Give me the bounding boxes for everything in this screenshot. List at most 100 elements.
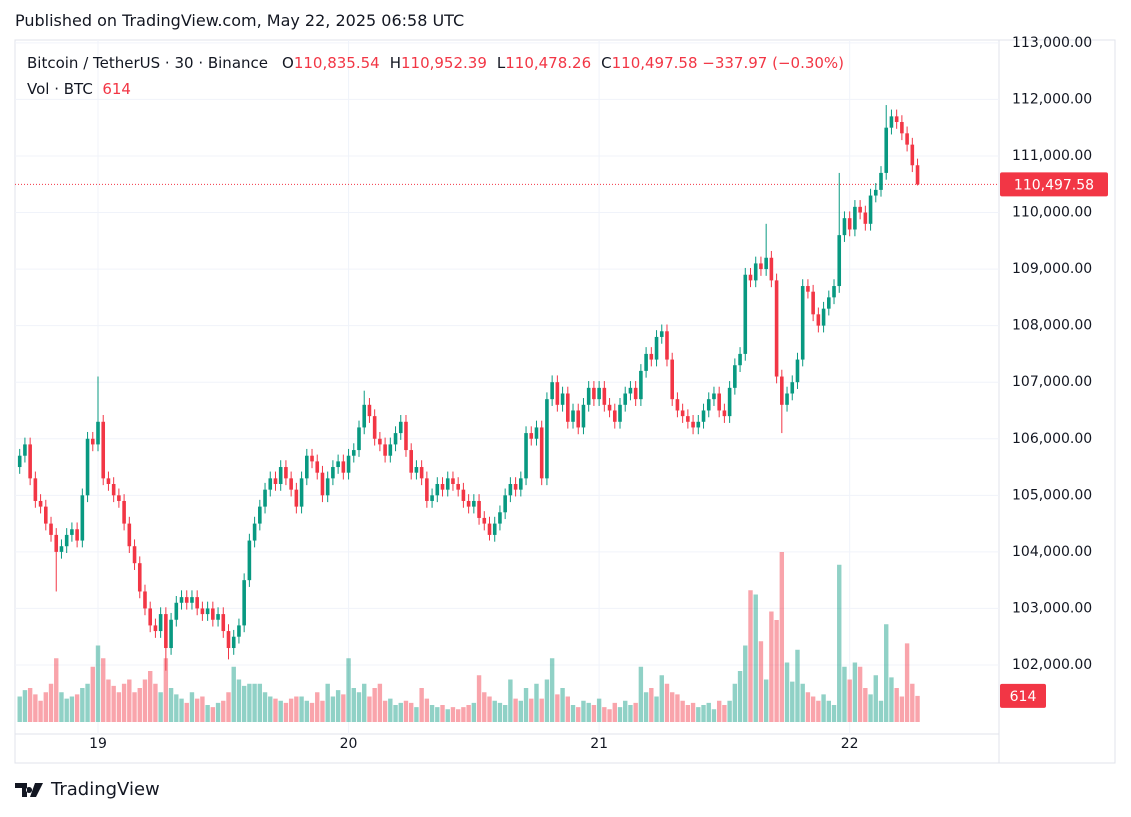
- volume-bar: [273, 698, 278, 722]
- candles: [17, 105, 920, 671]
- candle-body: [117, 495, 121, 501]
- volume-bar: [591, 705, 597, 722]
- volume-bar: [429, 705, 435, 722]
- volume-bar: [445, 709, 450, 722]
- volume-title: Vol · BTC: [27, 80, 93, 98]
- candle-body: [550, 382, 554, 400]
- candle-body: [795, 359, 800, 383]
- candle-body: [216, 614, 220, 620]
- candle-body: [612, 410, 617, 422]
- volume-bar: [210, 707, 216, 722]
- volume-bar: [262, 692, 268, 722]
- volume-bar: [664, 683, 670, 722]
- volume-bar: [116, 692, 122, 722]
- candle-body: [743, 274, 748, 354]
- volume-bar: [779, 552, 785, 722]
- candle-body: [44, 506, 48, 524]
- candle-body: [153, 625, 158, 632]
- volume-bar: [518, 700, 524, 722]
- volume-bar: [294, 696, 299, 722]
- volume-bar: [174, 694, 179, 722]
- candle-body: [430, 495, 434, 501]
- volume-bar: [727, 700, 732, 722]
- volume-bar: [570, 705, 576, 722]
- volume-bar: [43, 692, 48, 722]
- candle-body: [372, 416, 377, 439]
- volume-bar: [299, 696, 304, 722]
- candle-body: [524, 433, 528, 479]
- volume-bar: [163, 658, 169, 722]
- volume-bar: [596, 698, 602, 722]
- volume-bar: [784, 662, 790, 722]
- candle-body: [341, 461, 346, 473]
- volume-bar: [132, 692, 137, 722]
- y-tick-label: 111,000.00: [1012, 148, 1092, 164]
- y-tick-label: 103,000.00: [1012, 600, 1092, 616]
- candle-body: [132, 546, 137, 564]
- candle-body: [811, 291, 815, 315]
- volume-bar: [769, 611, 774, 722]
- candle-body: [816, 314, 821, 326]
- volume-bar: [810, 696, 816, 722]
- candle-body: [299, 478, 304, 507]
- volume-bar: [821, 694, 826, 722]
- volume-bar: [424, 698, 430, 722]
- candle-body: [158, 614, 163, 632]
- candle-body: [628, 387, 633, 394]
- candle-body: [571, 410, 575, 422]
- last-volume-label: 614: [1010, 689, 1037, 705]
- volume-bar: [737, 671, 743, 722]
- volume-bar: [529, 698, 534, 722]
- volume-bar: [252, 683, 257, 722]
- y-tick-label: 113,000.00: [1012, 35, 1092, 51]
- volume-bar: [873, 675, 878, 722]
- candle-body: [164, 614, 168, 649]
- legend-value: 110,952.39: [400, 54, 487, 72]
- volume-value: 614: [102, 80, 131, 98]
- volume-bar: [508, 679, 513, 722]
- volume-bar: [325, 683, 330, 722]
- volume-bar: [69, 696, 75, 722]
- x-tick-label: 20: [340, 736, 358, 752]
- volume-bar: [247, 683, 252, 722]
- volume-legend: Vol · BTC 614: [27, 80, 131, 98]
- volume-bar: [241, 685, 247, 722]
- volume-bar: [80, 688, 85, 722]
- volume-bar: [889, 677, 894, 722]
- x-tick-label: 22: [841, 736, 859, 752]
- volume-bar: [831, 705, 837, 722]
- candle-body: [190, 597, 194, 603]
- volume-bar: [878, 700, 884, 722]
- volume-bar: [492, 700, 497, 722]
- candle-body: [289, 478, 293, 490]
- candle-body: [884, 127, 889, 173]
- candle-body: [231, 636, 236, 649]
- candle-body: [179, 597, 184, 603]
- candle-body: [59, 546, 64, 552]
- candle-body: [242, 580, 246, 626]
- candle-body: [106, 478, 111, 485]
- volume-bar: [790, 681, 795, 722]
- candle-body: [581, 404, 586, 428]
- volume-bar: [142, 679, 148, 722]
- candle-body: [780, 376, 784, 405]
- volume-bar: [388, 698, 393, 722]
- candle-body: [487, 523, 492, 535]
- volume-bar: [200, 696, 205, 722]
- volume-bar: [278, 700, 283, 722]
- candle-body: [325, 478, 330, 496]
- candle-body: [315, 461, 320, 473]
- volume-bar: [659, 675, 664, 722]
- legend-key: O: [282, 54, 294, 72]
- volume-bar: [685, 705, 691, 722]
- candle-body: [221, 614, 226, 632]
- volume-bar: [414, 707, 419, 722]
- candle-body: [592, 387, 596, 400]
- candle-body: [513, 484, 518, 490]
- volume-bar: [341, 694, 346, 722]
- candle-body: [806, 286, 810, 292]
- y-tick-label: 110,000.00: [1012, 205, 1092, 221]
- candle-body: [367, 404, 372, 417]
- candle-body: [96, 421, 100, 445]
